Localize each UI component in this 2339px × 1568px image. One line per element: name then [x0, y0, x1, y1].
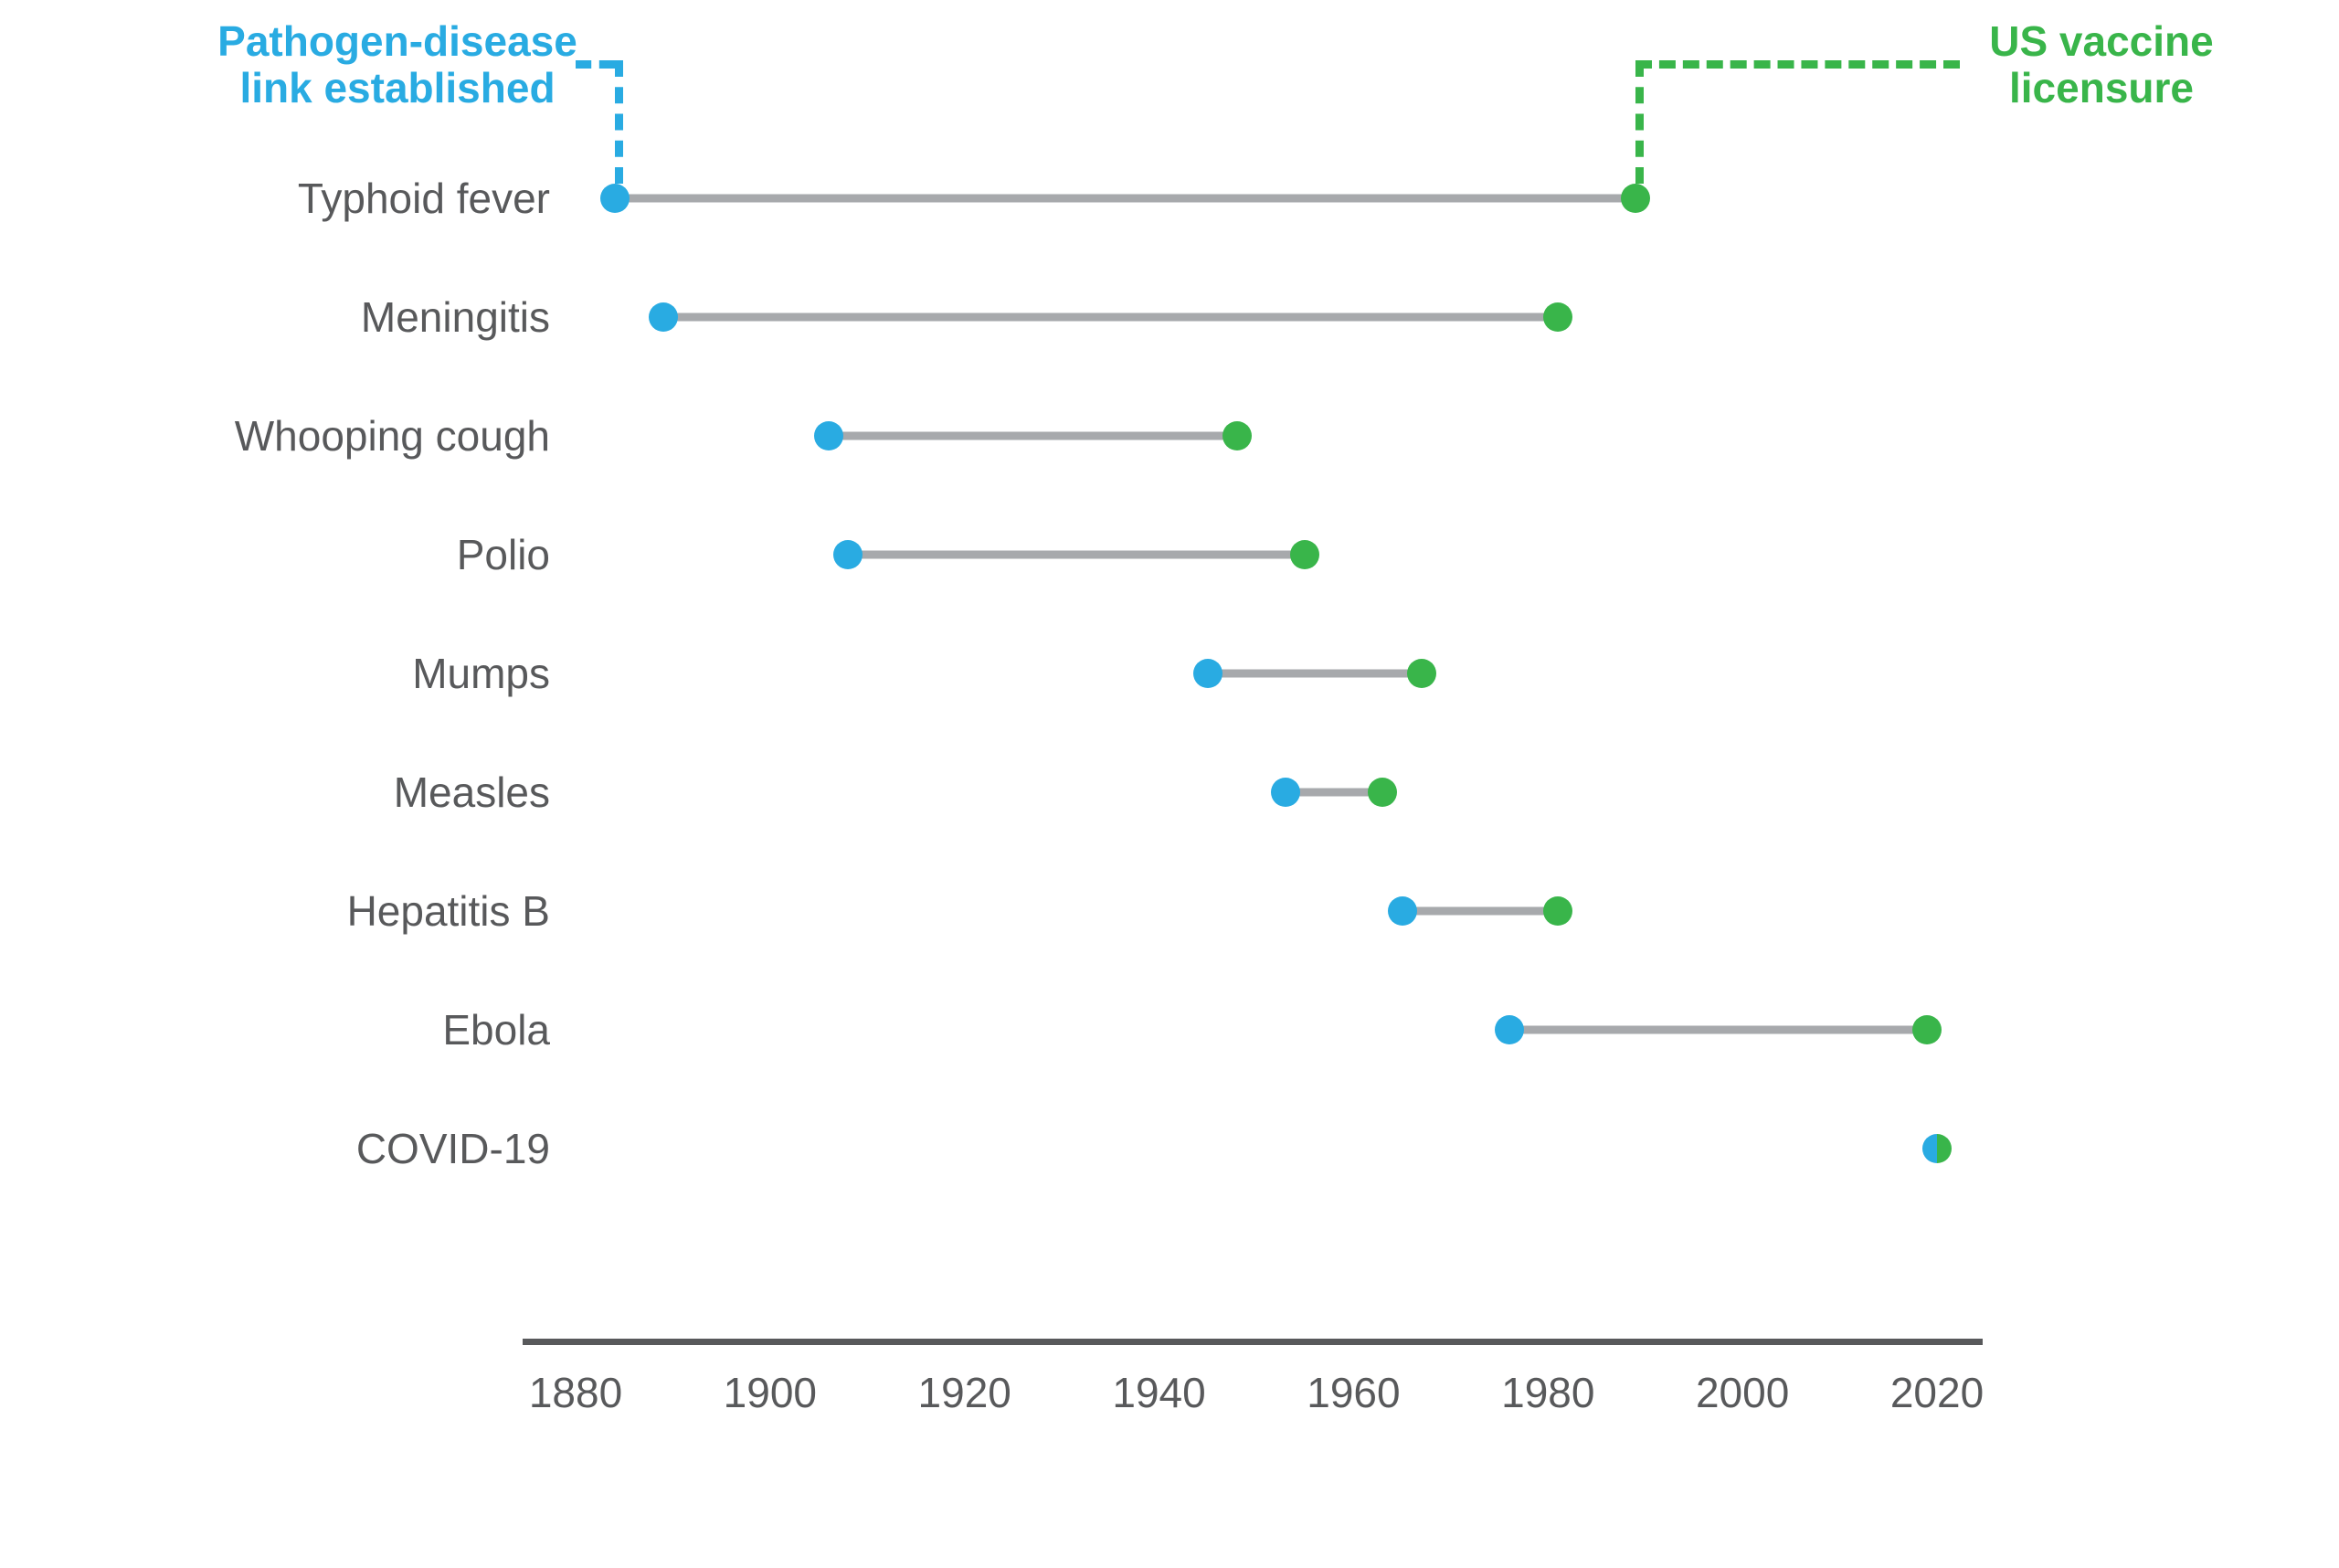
- row-label: Hepatitis B: [347, 886, 576, 936]
- row-label: Polio: [457, 530, 576, 579]
- dot-end: [1543, 896, 1572, 926]
- legend-line: US vaccine: [1827, 18, 2339, 65]
- plot-area: Typhoid feverMeningitisWhooping coughPol…: [576, 160, 1937, 1343]
- x-axis-line: [523, 1339, 1983, 1345]
- range-bar: [1509, 1026, 1928, 1034]
- dot-start: [1495, 1015, 1524, 1044]
- dot-end: [1407, 659, 1436, 688]
- dot-end: [1912, 1015, 1942, 1044]
- row-label: Typhoid fever: [298, 174, 576, 223]
- dot-end: [1368, 778, 1397, 807]
- row-label: Mumps: [412, 649, 576, 698]
- x-axis-tick-label: 1900: [724, 1368, 817, 1417]
- row-label: COVID-19: [356, 1124, 576, 1173]
- legend-line: Pathogen-disease: [123, 18, 672, 65]
- range-bar: [848, 551, 1305, 559]
- x-axis-tick-label: 2020: [1890, 1368, 1984, 1417]
- row-label: Whooping cough: [235, 411, 576, 461]
- row-label: Ebola: [442, 1005, 576, 1054]
- dot-end: [1543, 302, 1572, 332]
- x-axis-tick-label: 1880: [529, 1368, 622, 1417]
- range-bar: [663, 313, 1558, 322]
- dot-end: [1222, 421, 1252, 450]
- legend-line: link established: [123, 65, 672, 111]
- dot-start: [814, 421, 843, 450]
- dot-start: [600, 184, 630, 213]
- x-axis-tick-label: 1940: [1112, 1368, 1205, 1417]
- range-bar: [615, 195, 1636, 203]
- x-axis-tick-label: 1960: [1307, 1368, 1400, 1417]
- row-label: Measles: [394, 768, 576, 817]
- x-axis-tick-label: 2000: [1696, 1368, 1789, 1417]
- dot-end: [1621, 184, 1650, 213]
- range-bar: [829, 432, 1237, 440]
- legend-start-leader-horizontal: [576, 60, 615, 69]
- range-bar: [1208, 670, 1422, 678]
- legend-line: licensure: [1827, 65, 2339, 111]
- dot-start: [649, 302, 678, 332]
- dot-start: [1388, 896, 1417, 926]
- dot-start: [1271, 778, 1300, 807]
- row-label: Meningitis: [361, 292, 576, 342]
- dot-start: [1193, 659, 1222, 688]
- range-bar: [1402, 907, 1558, 916]
- dot-combined: [1922, 1134, 1952, 1163]
- dot-end: [1290, 540, 1319, 569]
- dot-start: [833, 540, 863, 569]
- x-axis-tick-label: 1980: [1501, 1368, 1594, 1417]
- chart-canvas: Pathogen-diseaselink established US vacc…: [0, 0, 2339, 1568]
- legend-end-leader-horizontal: [1635, 60, 1960, 69]
- x-axis-tick-label: 1920: [918, 1368, 1011, 1417]
